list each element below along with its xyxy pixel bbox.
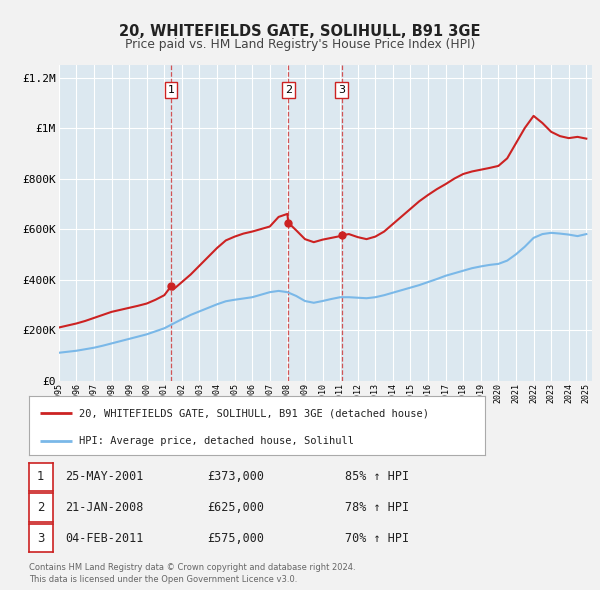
Text: 25-MAY-2001: 25-MAY-2001 — [65, 470, 143, 483]
Text: Price paid vs. HM Land Registry's House Price Index (HPI): Price paid vs. HM Land Registry's House … — [125, 38, 475, 51]
Text: 20, WHITEFIELDS GATE, SOLIHULL, B91 3GE: 20, WHITEFIELDS GATE, SOLIHULL, B91 3GE — [119, 24, 481, 38]
Text: 3: 3 — [37, 532, 44, 545]
Text: 21-JAN-2008: 21-JAN-2008 — [65, 501, 143, 514]
Text: 1: 1 — [37, 470, 44, 483]
Text: 2: 2 — [37, 501, 44, 514]
Text: Contains HM Land Registry data © Crown copyright and database right 2024.
This d: Contains HM Land Registry data © Crown c… — [29, 563, 355, 584]
Text: 85% ↑ HPI: 85% ↑ HPI — [345, 470, 409, 483]
Text: 78% ↑ HPI: 78% ↑ HPI — [345, 501, 409, 514]
Text: 3: 3 — [338, 85, 345, 95]
Text: 04-FEB-2011: 04-FEB-2011 — [65, 532, 143, 545]
Text: £575,000: £575,000 — [207, 532, 264, 545]
Text: £373,000: £373,000 — [207, 470, 264, 483]
Text: HPI: Average price, detached house, Solihull: HPI: Average price, detached house, Soli… — [79, 436, 354, 445]
Text: 20, WHITEFIELDS GATE, SOLIHULL, B91 3GE (detached house): 20, WHITEFIELDS GATE, SOLIHULL, B91 3GE … — [79, 408, 429, 418]
Text: 1: 1 — [167, 85, 175, 95]
Text: £625,000: £625,000 — [207, 501, 264, 514]
Text: 2: 2 — [285, 85, 292, 95]
Text: 70% ↑ HPI: 70% ↑ HPI — [345, 532, 409, 545]
